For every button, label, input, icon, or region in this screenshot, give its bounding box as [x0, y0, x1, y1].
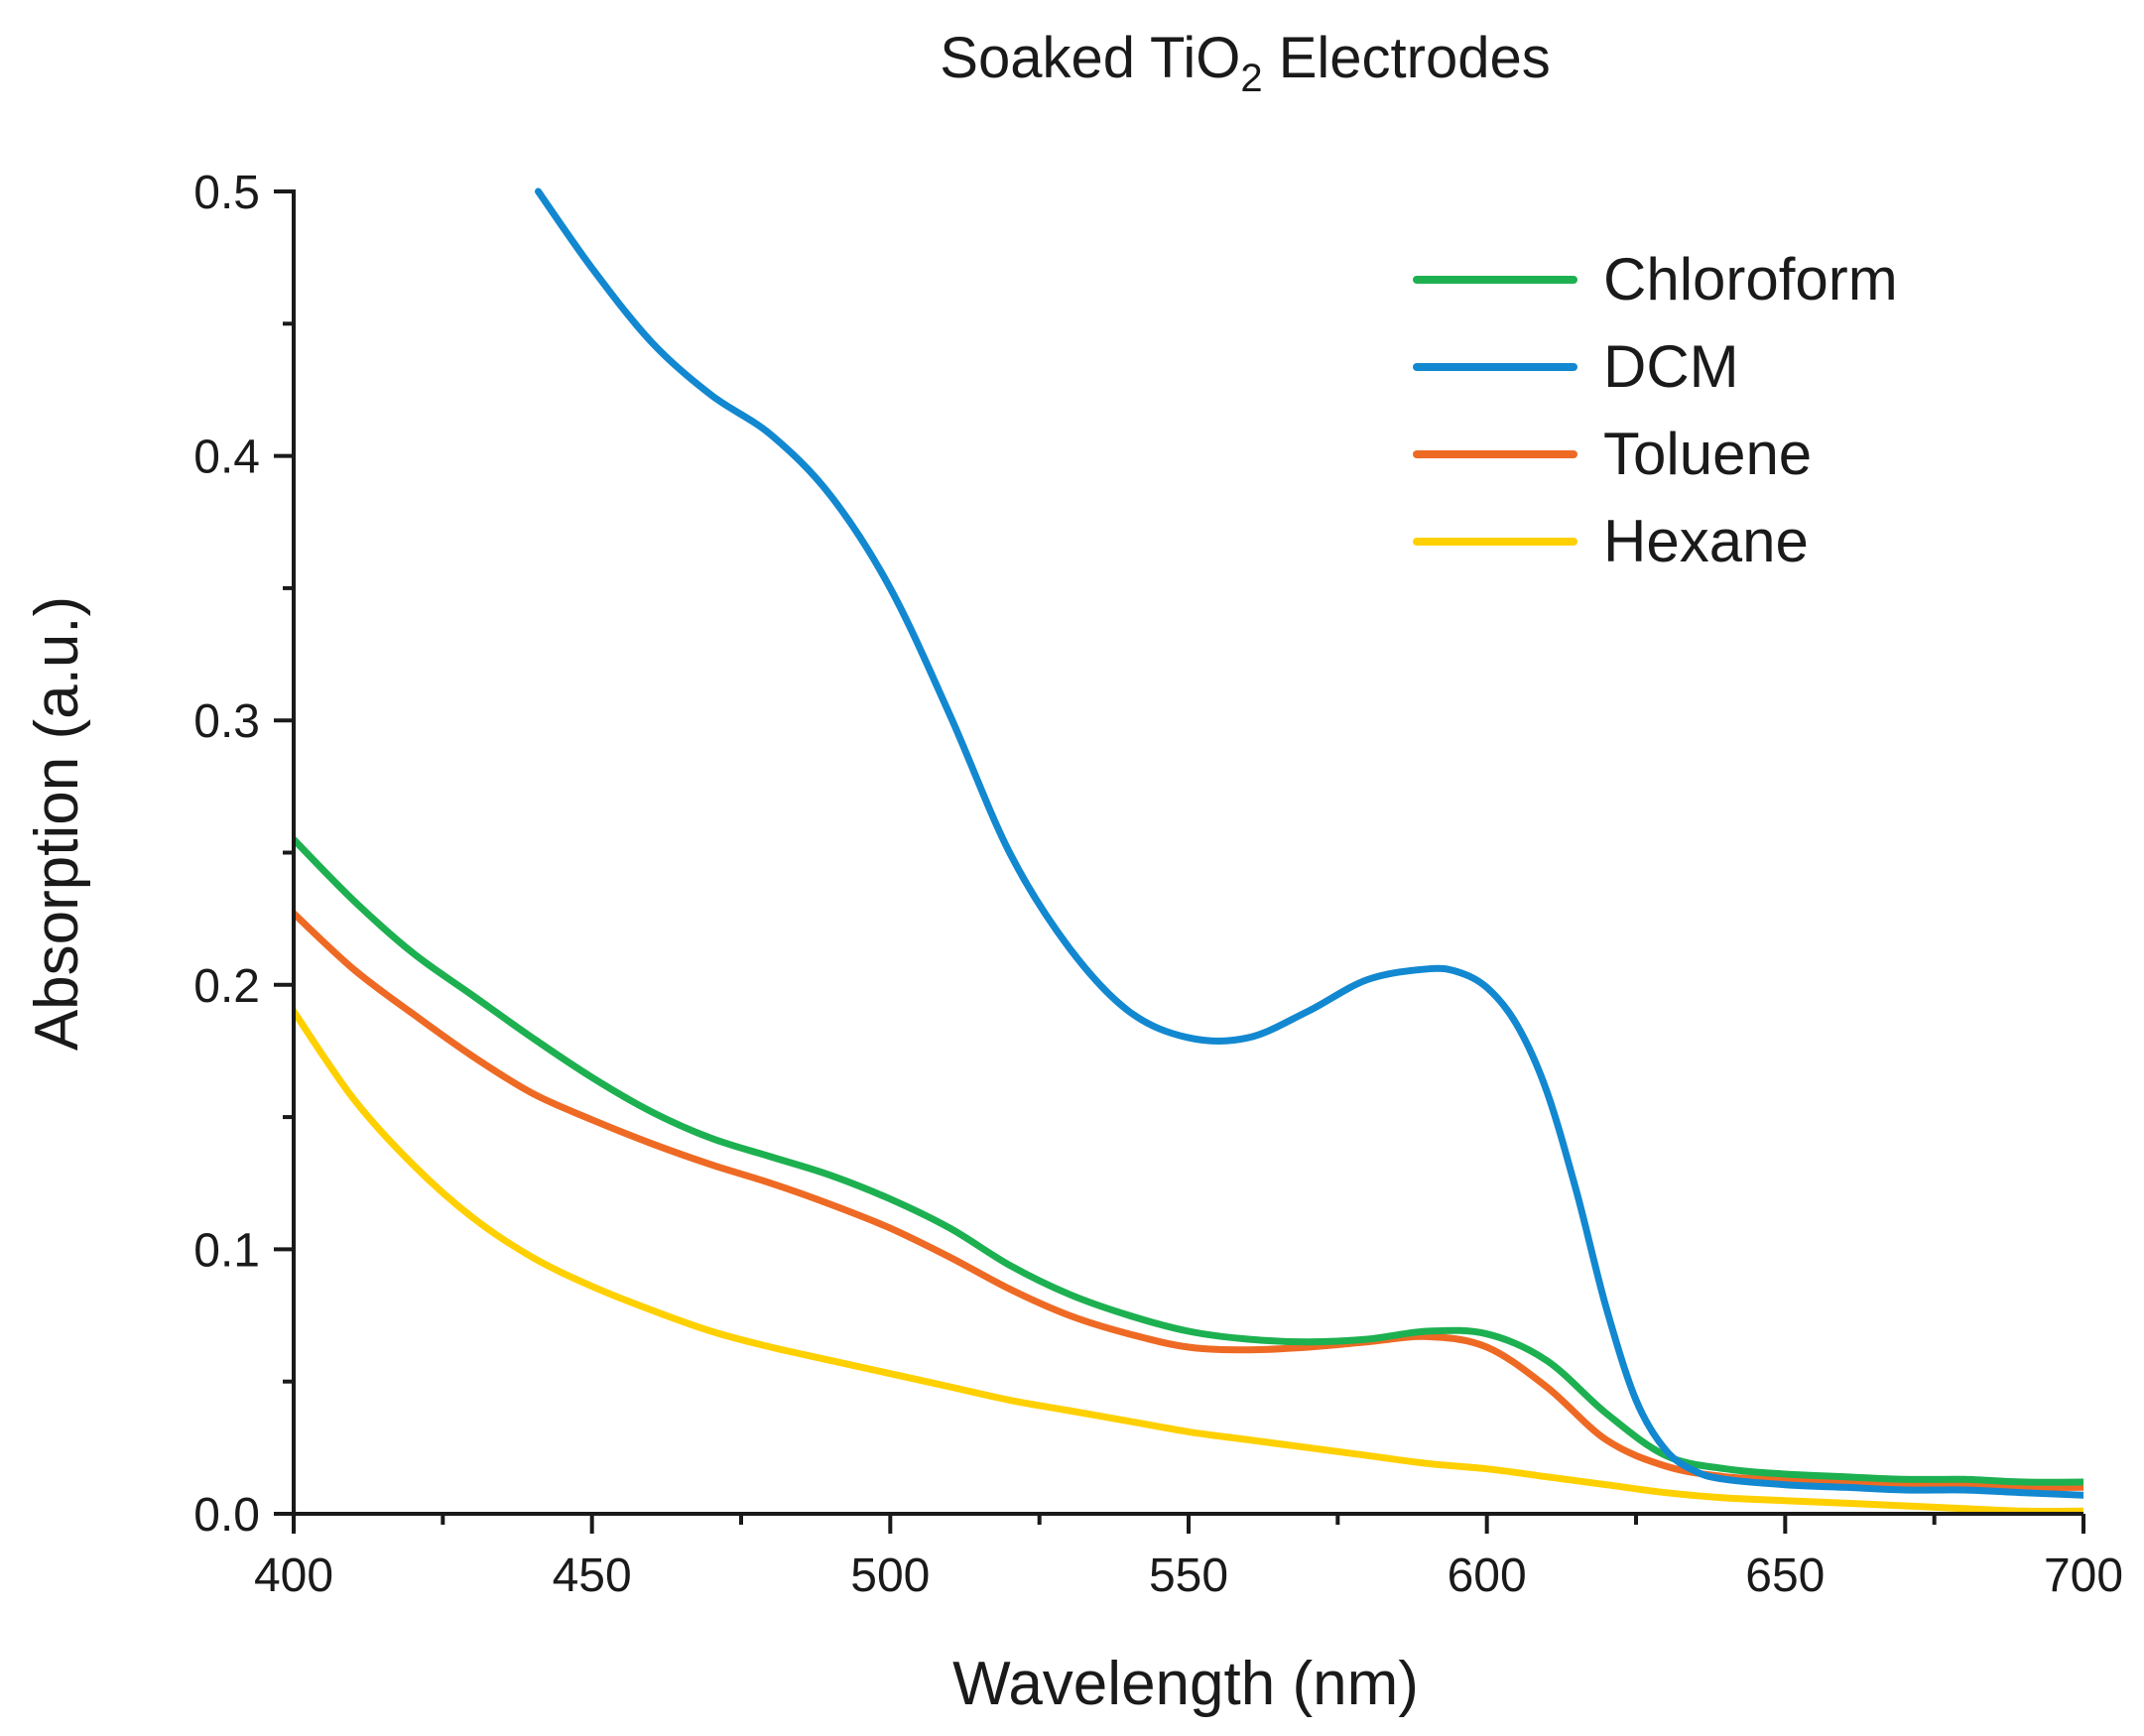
chart-title-subscript: 2 [1240, 57, 1262, 100]
series-line-hexane [294, 1008, 2083, 1514]
y-tick-label: 0.1 [193, 1224, 260, 1277]
legend-item-toluene: Toluene [1413, 421, 1812, 487]
legend-label: Hexane [1603, 508, 1809, 574]
x-tick-label: 400 [254, 1550, 333, 1602]
legend: Chloroform DCM Toluene Hexane [1413, 246, 1898, 574]
y-tick-label: 0.3 [193, 695, 260, 748]
y-tick-label: 0.2 [193, 960, 260, 1013]
chart-title-suffix: Electrodes [1263, 26, 1551, 90]
x-tick-label: 500 [850, 1550, 930, 1602]
series-line-chloroform [294, 835, 2083, 1486]
legend-label: Toluene [1603, 421, 1812, 487]
x-tick-label: 550 [1149, 1550, 1228, 1602]
axes-group [292, 189, 2083, 1516]
x-axis-label: Wavelength (nm) [952, 1650, 1419, 1718]
y-ticks-group: 0.0 0.1 0.2 0.3 0.4 0.5 [193, 167, 294, 1542]
series-group [294, 187, 2083, 1514]
legend-item-chloroform: Chloroform [1413, 246, 1898, 312]
x-tick-label: 450 [553, 1550, 632, 1602]
series-line-toluene [294, 910, 2083, 1492]
series-line-dcm [535, 187, 2083, 1499]
legend-item-dcm: DCM [1413, 333, 1739, 400]
y-axis-label: Absorption (a.u.) [23, 596, 91, 1051]
chart-title: Soaked TiO2 Electrodes [940, 26, 1550, 100]
y-tick-label: 0.0 [193, 1489, 260, 1542]
legend-label: DCM [1603, 333, 1739, 400]
x-tick-label: 600 [1448, 1550, 1527, 1602]
chart-title-prefix: Soaked TiO [940, 26, 1240, 90]
legend-label: Chloroform [1603, 246, 1898, 312]
x-tick-label: 700 [2044, 1550, 2123, 1602]
legend-item-hexane: Hexane [1413, 508, 1809, 574]
x-ticks-group: 400 450 500 550 600 650 700 [254, 1514, 2123, 1602]
y-tick-label: 0.5 [193, 167, 260, 219]
y-tick-label: 0.4 [193, 432, 260, 484]
x-tick-label: 650 [1745, 1550, 1825, 1602]
